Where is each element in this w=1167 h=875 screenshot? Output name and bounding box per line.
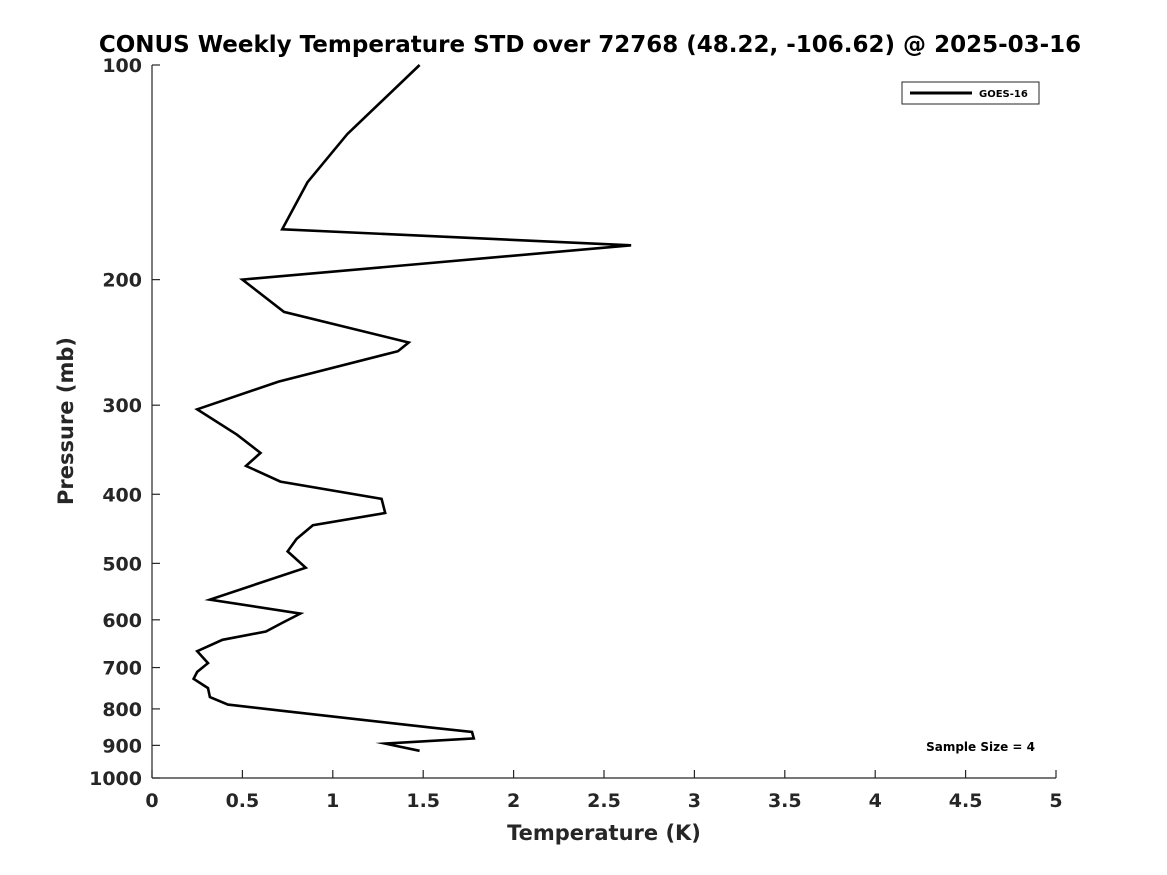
x-tick-label: 1.5 bbox=[406, 790, 440, 812]
sample-size-annotation: Sample Size = 4 bbox=[926, 740, 1035, 754]
y-tick-label: 1000 bbox=[89, 768, 142, 790]
x-axis-ticks: 0 0.5 1 1.5 2 2.5 3 3.5 4 4.5 5 bbox=[145, 770, 1063, 812]
plot-area: 0 0.5 1 1.5 2 2.5 3 3.5 4 4.5 5 100 200 300 400 500 600… bbox=[89, 55, 1063, 812]
legend: GOES-16 bbox=[901, 81, 1040, 105]
x-tick-label: 3 bbox=[688, 790, 701, 812]
y-tick-label: 500 bbox=[102, 553, 142, 575]
y-tick-label: 100 bbox=[102, 55, 142, 77]
y-tick-label: 900 bbox=[102, 735, 142, 757]
x-tick-label: 0.5 bbox=[226, 790, 260, 812]
x-tick-label: 0 bbox=[145, 790, 158, 812]
y-tick-label: 200 bbox=[102, 270, 142, 292]
x-axis-label: Temperature (K) bbox=[507, 821, 701, 845]
y-tick-label: 400 bbox=[102, 484, 142, 506]
legend-label-goes-16: GOES-16 bbox=[979, 89, 1028, 100]
y-tick-label: 800 bbox=[102, 699, 142, 721]
x-tick-label: 5 bbox=[1049, 790, 1062, 812]
series-line-goes-16 bbox=[191, 64, 632, 753]
x-tick-label: 2 bbox=[507, 790, 520, 812]
x-tick-label: 2.5 bbox=[587, 790, 621, 812]
y-tick-label: 600 bbox=[102, 610, 142, 632]
x-tick-label: 4 bbox=[869, 790, 882, 812]
x-tick-label: 1 bbox=[326, 790, 339, 812]
x-tick-label: 3.5 bbox=[768, 790, 802, 812]
y-axis-label: Pressure (mb) bbox=[54, 337, 78, 505]
y-tick-label: 300 bbox=[102, 395, 142, 417]
x-tick-label: 4.5 bbox=[949, 790, 983, 812]
series-layer bbox=[191, 64, 632, 753]
y-axis-ticks: 100 200 300 400 500 600 700 800 900 1000 bbox=[89, 55, 160, 790]
y-tick-label: 700 bbox=[102, 658, 142, 680]
chart-title: CONUS Weekly Temperature STD over 72768 … bbox=[99, 32, 1081, 58]
